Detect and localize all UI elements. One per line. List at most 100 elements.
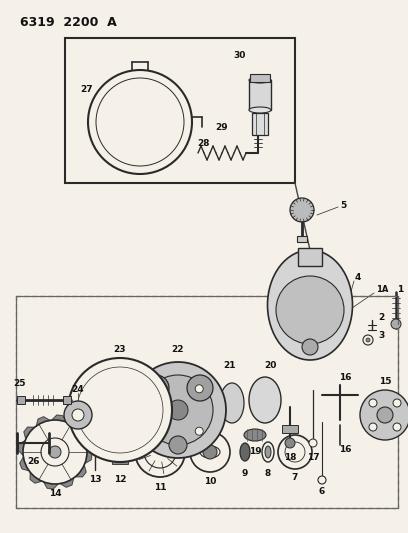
- Circle shape: [96, 78, 184, 166]
- Circle shape: [68, 358, 172, 462]
- Polygon shape: [44, 482, 58, 489]
- Circle shape: [143, 375, 213, 445]
- Polygon shape: [20, 457, 29, 471]
- Text: 3: 3: [378, 330, 384, 340]
- Bar: [112, 442, 128, 446]
- Bar: [249, 80, 271, 110]
- Circle shape: [41, 438, 69, 466]
- Circle shape: [369, 399, 377, 407]
- Circle shape: [169, 436, 187, 454]
- Text: 11: 11: [154, 482, 166, 491]
- Text: 14: 14: [49, 489, 61, 498]
- Circle shape: [153, 427, 161, 435]
- Text: 21: 21: [224, 360, 236, 369]
- Text: 6: 6: [319, 488, 325, 497]
- Circle shape: [290, 198, 314, 222]
- Bar: [65, 38, 295, 183]
- Text: 27: 27: [81, 85, 93, 93]
- Circle shape: [302, 339, 318, 355]
- Text: 7: 7: [292, 473, 298, 482]
- Polygon shape: [75, 465, 86, 477]
- Text: 25: 25: [13, 379, 25, 389]
- Bar: [112, 448, 128, 452]
- Circle shape: [393, 399, 401, 407]
- Polygon shape: [30, 472, 42, 483]
- Text: 10: 10: [204, 478, 216, 487]
- Text: 1A: 1A: [376, 286, 388, 295]
- Text: 20: 20: [264, 360, 276, 369]
- Circle shape: [92, 431, 98, 437]
- Circle shape: [72, 409, 84, 421]
- Bar: [16, 296, 398, 508]
- Circle shape: [190, 432, 230, 472]
- Text: 13: 13: [89, 474, 101, 483]
- Text: 18: 18: [284, 453, 296, 462]
- Ellipse shape: [265, 446, 271, 458]
- Circle shape: [187, 375, 213, 401]
- Circle shape: [285, 438, 295, 448]
- Circle shape: [366, 338, 370, 342]
- Ellipse shape: [200, 446, 220, 458]
- Circle shape: [377, 407, 393, 423]
- Bar: [298, 248, 322, 266]
- Polygon shape: [60, 478, 74, 487]
- Polygon shape: [85, 449, 92, 463]
- Ellipse shape: [220, 383, 244, 423]
- Circle shape: [285, 442, 305, 462]
- Circle shape: [309, 439, 317, 447]
- Ellipse shape: [262, 442, 274, 462]
- Text: 9: 9: [242, 470, 248, 479]
- Text: 28: 28: [197, 139, 209, 148]
- Polygon shape: [81, 433, 90, 447]
- Text: 16: 16: [339, 373, 351, 382]
- Circle shape: [391, 319, 401, 329]
- Circle shape: [195, 427, 203, 435]
- Circle shape: [360, 390, 408, 440]
- Bar: [112, 454, 128, 458]
- Text: 23: 23: [114, 345, 126, 354]
- Circle shape: [143, 375, 169, 401]
- Circle shape: [168, 400, 188, 420]
- Text: 17: 17: [307, 453, 319, 462]
- Ellipse shape: [249, 377, 281, 423]
- Circle shape: [88, 70, 192, 174]
- Circle shape: [144, 436, 176, 468]
- Circle shape: [276, 276, 344, 344]
- Circle shape: [369, 423, 377, 431]
- Circle shape: [130, 362, 226, 458]
- Text: 1: 1: [397, 286, 403, 295]
- Text: 24: 24: [72, 385, 84, 394]
- Text: 12: 12: [114, 474, 126, 483]
- Bar: [250, 74, 270, 82]
- Polygon shape: [52, 415, 67, 422]
- Bar: [252, 113, 268, 135]
- Text: 2: 2: [378, 313, 384, 322]
- Polygon shape: [18, 441, 25, 455]
- Circle shape: [318, 476, 326, 484]
- Text: 8: 8: [265, 470, 271, 479]
- Bar: [112, 460, 128, 464]
- Circle shape: [49, 446, 61, 458]
- Circle shape: [153, 385, 161, 393]
- Ellipse shape: [249, 107, 271, 113]
- Circle shape: [77, 367, 163, 453]
- Circle shape: [64, 401, 92, 429]
- Text: 6319  2200  A: 6319 2200 A: [20, 16, 117, 29]
- Ellipse shape: [249, 77, 271, 83]
- Ellipse shape: [268, 250, 353, 360]
- Circle shape: [195, 385, 203, 393]
- Polygon shape: [36, 417, 50, 426]
- Bar: [17, 396, 25, 404]
- Circle shape: [135, 427, 185, 477]
- Text: 4: 4: [355, 273, 361, 282]
- Circle shape: [23, 420, 87, 484]
- Circle shape: [203, 445, 217, 459]
- Ellipse shape: [244, 429, 266, 441]
- Text: 19: 19: [249, 447, 261, 456]
- Text: 30: 30: [234, 52, 246, 61]
- Circle shape: [393, 423, 401, 431]
- Text: 16: 16: [339, 446, 351, 455]
- Polygon shape: [68, 421, 80, 432]
- Ellipse shape: [240, 443, 250, 461]
- Bar: [63, 396, 71, 404]
